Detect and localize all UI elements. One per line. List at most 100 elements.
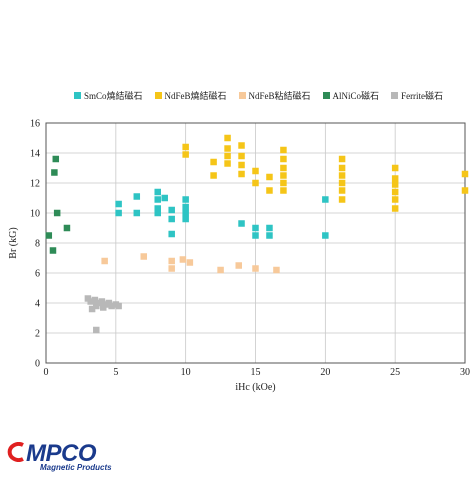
data-point-series-2: [224, 145, 231, 152]
legend-item: NdFeB粘結磁石: [238, 89, 311, 102]
data-point-series-4: [49, 247, 57, 254]
company-logo: MPCO Magnetic Products: [6, 440, 136, 474]
x-tick-label: 25: [390, 367, 400, 378]
x-tick-label: 0: [44, 367, 49, 378]
x-tick-label: 5: [113, 367, 118, 378]
legend-item: SmCo燒結磁石: [74, 89, 143, 102]
data-point-series-2: [280, 172, 287, 179]
logo-c-mark: [7, 442, 24, 462]
data-point-series-1: [252, 232, 259, 239]
legend-swatch: [322, 92, 330, 99]
data-point-series-3: [186, 259, 194, 266]
legend: SmCo燒結磁石 NdFeB燒結磁石 NdFeB粘結磁石 AlNiCo磁石 Ferrit…: [74, 89, 443, 102]
legend-label: Ferrite磁石: [401, 91, 444, 101]
legend-item: AlNiCo磁石: [322, 89, 379, 102]
data-point-series-1: [238, 220, 245, 227]
data-point-series-2: [391, 196, 399, 203]
data-point-series-2: [338, 179, 346, 187]
data-point-series-3: [179, 256, 187, 263]
data-point-series-2: [224, 134, 231, 142]
data-point-series-2: [338, 172, 346, 179]
data-point-series-1: [133, 209, 141, 217]
data-point-series-1: [154, 209, 161, 217]
data-point-series-5: [91, 296, 99, 304]
data-point-series-2: [338, 196, 346, 203]
data-point-series-2: [461, 170, 469, 178]
data-point-series-1: [154, 205, 161, 212]
data-point-series-2: [182, 151, 189, 158]
data-point-series-2: [391, 205, 399, 212]
data-point-series-1: [168, 206, 175, 214]
x-tick-label: 15: [251, 367, 261, 378]
x-tick-label: 20: [320, 367, 330, 378]
data-point-series-5: [115, 302, 122, 310]
data-point-series-1: [154, 196, 161, 203]
data-point-series-2: [280, 187, 287, 194]
data-point-series-1: [322, 196, 329, 203]
data-point-series-2: [461, 187, 469, 194]
data-point-series-2: [252, 179, 259, 187]
logo-text: MPCO: [26, 440, 97, 467]
x-tick-label: 10: [181, 367, 191, 378]
y-tick-label: 0: [35, 359, 40, 370]
data-point-series-1: [182, 203, 189, 211]
data-point-series-3: [101, 257, 108, 265]
data-point-series-2: [252, 167, 259, 175]
data-point-series-2: [238, 161, 245, 169]
data-point-series-4: [45, 232, 53, 239]
legend-label: NdFeB粘結磁石: [248, 91, 311, 101]
legend-label: NdFeB燒結磁石: [164, 91, 227, 101]
data-point-series-1: [168, 230, 175, 238]
legend-swatch: [154, 92, 162, 99]
data-point-series-2: [266, 187, 273, 194]
data-point-series-3: [235, 262, 242, 269]
data-point-series-1: [322, 232, 329, 239]
data-point-series-4: [52, 155, 60, 163]
data-point-series-1: [168, 215, 175, 223]
data-point-series-2: [210, 158, 217, 166]
data-point-series-1: [266, 232, 273, 239]
data-point-series-2: [280, 179, 287, 187]
y-tick-label: 2: [35, 329, 40, 340]
data-point-series-5: [108, 302, 115, 310]
data-point-series-2: [280, 146, 287, 154]
data-point-series-2: [238, 170, 245, 178]
data-point-series-2: [266, 173, 273, 181]
data-point-series-1: [161, 194, 168, 202]
data-point-series-3: [168, 265, 175, 272]
data-point-series-2: [224, 160, 231, 167]
data-point-series-2: [224, 152, 231, 160]
y-tick-label: 14: [30, 149, 40, 160]
x-axis-label: iHc (kOe): [235, 382, 275, 393]
data-point-series-2: [238, 152, 245, 160]
legend-item: Ferrite磁石: [391, 89, 443, 102]
legend-swatch: [74, 92, 81, 99]
data-point-series-3: [273, 266, 280, 274]
data-point-series-2: [182, 143, 189, 151]
data-point-series-2: [210, 172, 217, 179]
data-point-series-2: [338, 155, 346, 163]
y-tick-label: 12: [30, 179, 40, 190]
y-tick-label: 4: [35, 299, 40, 310]
data-point-series-4: [63, 224, 71, 232]
data-point-series-1: [182, 215, 189, 223]
data-point-series-3: [168, 257, 175, 265]
data-point-series-5: [88, 305, 96, 313]
data-point-series-1: [154, 188, 161, 196]
data-point-series-3: [140, 253, 148, 260]
data-point-series-2: [280, 155, 287, 163]
x-tick-label: 30: [460, 367, 470, 378]
plot-frame: [45, 122, 466, 364]
legend-label: SmCo燒結磁石: [84, 91, 143, 101]
data-point-series-3: [217, 266, 224, 274]
data-point-series-1: [182, 209, 189, 217]
data-point-series-2: [238, 142, 245, 149]
data-point-series-2: [391, 175, 399, 182]
data-point-series-2: [338, 164, 346, 172]
data-point-series-2: [280, 164, 287, 172]
data-point-series-1: [252, 224, 259, 232]
data-point-series-4: [51, 169, 58, 176]
data-point-series-2: [391, 164, 399, 172]
